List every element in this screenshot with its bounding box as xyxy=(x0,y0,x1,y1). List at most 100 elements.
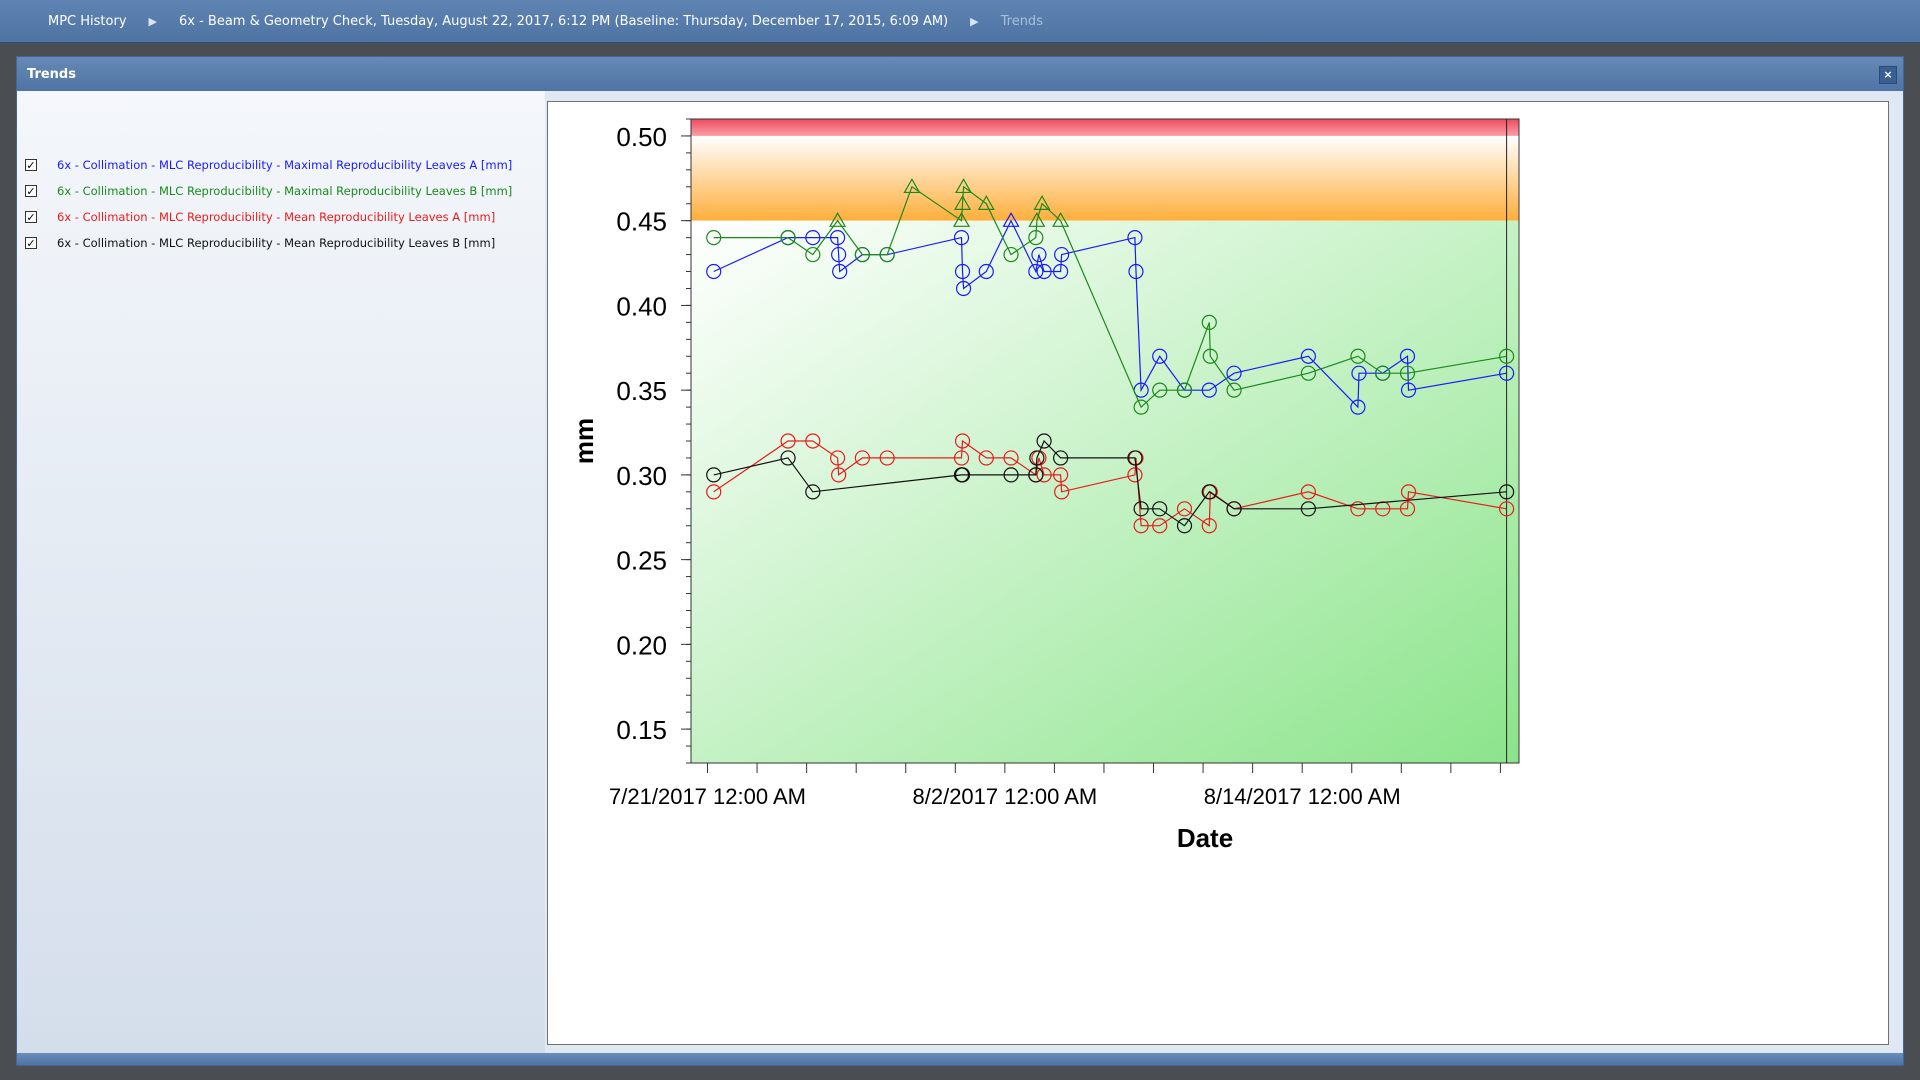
legend-item-mean-leaves-b[interactable]: ✓ 6x - Collimation - MLC Reproducibility… xyxy=(25,233,495,253)
data-point xyxy=(1176,382,1193,398)
x-tick-label: 7/21/2017 12:00 AM xyxy=(609,784,806,809)
y-tick-label: 0.15 xyxy=(616,715,667,745)
checkbox-icon[interactable]: ✓ xyxy=(25,211,37,224)
data-point-triangle xyxy=(1033,195,1051,210)
data-point xyxy=(854,450,870,466)
data-point xyxy=(1028,230,1044,246)
data-point xyxy=(1053,467,1069,483)
data-point xyxy=(1400,484,1417,500)
legend-label: 6x - Collimation - MLC Reproducibility -… xyxy=(57,184,513,198)
data-point xyxy=(780,433,796,449)
checkbox-icon[interactable]: ✓ xyxy=(25,185,37,198)
data-point xyxy=(1053,263,1069,280)
data-point xyxy=(954,263,971,280)
series-1 xyxy=(706,178,1515,415)
chevron-right-icon: ▶ xyxy=(970,14,979,28)
data-point xyxy=(832,263,848,280)
data-point xyxy=(1003,450,1019,466)
data-point xyxy=(1499,365,1515,381)
data-point xyxy=(1300,348,1316,364)
x-axis-title: Date xyxy=(1177,823,1233,853)
data-point xyxy=(1127,467,1143,483)
window-bottom-border xyxy=(17,1053,1903,1065)
trends-title-bar: Trends × xyxy=(17,57,1903,91)
data-point xyxy=(1036,433,1052,449)
data-point xyxy=(1499,348,1515,364)
data-point xyxy=(1003,246,1019,263)
series-line xyxy=(713,439,1507,527)
data-point xyxy=(1226,501,1242,517)
data-point xyxy=(1152,501,1168,517)
data-point xyxy=(1152,348,1168,364)
data-point xyxy=(1176,518,1193,534)
data-point xyxy=(879,450,895,466)
trend-chart[interactable]: 0.15 0.20 0.25 0.30 0.35 0.40 0.45 0.50 7/21/201… xyxy=(548,102,1888,1044)
warning-zone xyxy=(691,135,1519,221)
data-point xyxy=(1202,348,1218,364)
data-point xyxy=(1399,501,1416,517)
data-point-triangle xyxy=(955,178,973,194)
data-point xyxy=(954,467,971,483)
data-point xyxy=(805,230,821,246)
data-point xyxy=(953,230,970,246)
data-point xyxy=(879,246,895,263)
data-point xyxy=(1226,382,1242,398)
legend-item-mean-leaves-a[interactable]: ✓ 6x - Collimation - MLC Reproducibility… xyxy=(25,207,495,227)
data-point xyxy=(1127,450,1143,466)
x-tick-label: 8/14/2017 12:00 AM xyxy=(1204,784,1401,809)
data-point xyxy=(1201,382,1217,398)
data-point xyxy=(830,230,846,246)
data-point xyxy=(1133,399,1149,415)
y-axis-title: mm xyxy=(569,418,599,464)
breadcrumb-check[interactable]: 6x - Beam & Geometry Check, Tuesday, Aug… xyxy=(178,13,949,29)
data-point-triangle xyxy=(903,178,921,194)
y-tick-label: 0.50 xyxy=(616,122,667,152)
y-tick-label: 0.20 xyxy=(616,630,667,660)
data-point xyxy=(1226,365,1242,381)
trends-window: Trends × ✓ 6x - Collimation - MLC Reprod… xyxy=(16,56,1904,1066)
data-point xyxy=(1054,484,1070,500)
data-point xyxy=(954,433,971,449)
data-point xyxy=(854,246,870,263)
legend-item-max-leaves-a[interactable]: ✓ 6x - Collimation - MLC Reproducibility… xyxy=(25,155,512,175)
data-point xyxy=(1201,314,1217,330)
data-point xyxy=(1375,365,1391,381)
data-point xyxy=(1036,467,1052,483)
data-point xyxy=(1003,467,1019,483)
data-point xyxy=(706,467,722,483)
data-point xyxy=(1028,467,1044,483)
data-point xyxy=(1350,348,1366,364)
data-point xyxy=(1399,348,1416,364)
checkbox-icon[interactable]: ✓ xyxy=(25,237,37,250)
close-button[interactable]: × xyxy=(1879,66,1897,84)
legend-item-max-leaves-b[interactable]: ✓ 6x - Collimation - MLC Reproducibility… xyxy=(25,181,512,201)
data-point xyxy=(1201,484,1217,500)
data-point xyxy=(953,450,970,466)
series-3 xyxy=(706,433,1515,534)
data-point xyxy=(805,246,821,263)
data-point-triangle xyxy=(977,195,995,210)
series-0 xyxy=(706,211,1515,415)
breadcrumb-mpc-history[interactable]: MPC History xyxy=(48,13,127,29)
legend-label: 6x - Collimation - MLC Reproducibility -… xyxy=(57,158,513,172)
series-line xyxy=(713,439,1507,527)
y-tick-label: 0.45 xyxy=(616,207,667,237)
data-point xyxy=(1028,263,1044,280)
data-point xyxy=(1350,501,1366,517)
critical-zone xyxy=(691,119,1519,136)
checkbox-icon[interactable]: ✓ xyxy=(25,159,37,172)
data-point xyxy=(1128,263,1144,280)
data-point-triangle xyxy=(1052,211,1070,227)
data-point xyxy=(1053,450,1069,466)
data-point xyxy=(805,433,821,449)
data-point xyxy=(1133,518,1149,534)
data-point xyxy=(1152,382,1168,398)
data-point xyxy=(1054,246,1070,263)
data-point-triangle xyxy=(1002,211,1020,227)
data-point xyxy=(978,263,994,280)
legend-label: 6x - Collimation - MLC Reproducibility -… xyxy=(57,210,496,224)
data-point xyxy=(978,450,994,466)
data-point xyxy=(1127,230,1143,246)
data-point xyxy=(1176,501,1193,517)
data-point xyxy=(1499,501,1515,517)
